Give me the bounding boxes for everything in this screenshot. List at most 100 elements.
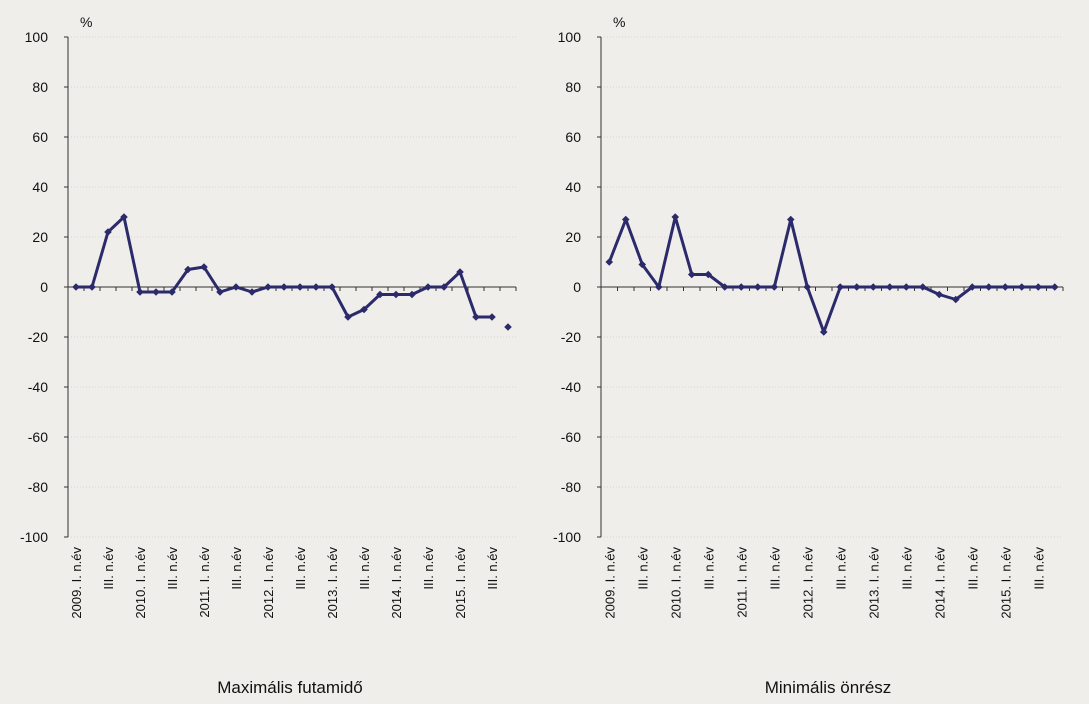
chart1-data-point — [328, 283, 336, 291]
chart2-x-tick-label: 2010. I. n.év — [668, 547, 683, 619]
chart2-y-tick-label: 100 — [558, 29, 582, 45]
chart2-x-tick-label: 2009. I. n.év — [602, 547, 617, 619]
chart2-x-tick-label: 2011. I. n.év — [734, 547, 749, 618]
chart1-x-tick-label: III. n.év — [485, 547, 500, 590]
chart2-data-point — [935, 290, 944, 299]
chart2-data-point — [1050, 283, 1059, 291]
chart2-data-point — [803, 283, 812, 291]
chart2-data-point — [753, 283, 762, 291]
chart2-y-tick-label: 40 — [565, 179, 581, 195]
chart1-x-tick-label: III. n.év — [357, 547, 372, 590]
chart1-data-point — [216, 288, 224, 296]
chart2-y-tick-label: -40 — [561, 379, 581, 395]
chart2-data-point — [951, 295, 960, 304]
chart2-data-point — [605, 258, 614, 266]
chart1-unit-label: % — [80, 14, 92, 30]
chart1-data-point — [392, 290, 400, 299]
chart1-data-point — [168, 288, 176, 296]
chart1-x-tick-label: 2011. I. n.év — [197, 547, 212, 618]
chart1-data-point — [488, 313, 496, 321]
chart1-x-tick-label: 2012. I. n.év — [261, 547, 276, 619]
chart1-x-tick-label: 2014. I. n.év — [389, 547, 404, 619]
chart1-x-tick-label: 2015. I. n.év — [453, 547, 468, 619]
chart1-data-point — [376, 290, 384, 299]
chart1-data-point — [200, 263, 208, 271]
chart1-data-point — [184, 265, 192, 274]
chart2-x-tick-label: III. n.év — [833, 547, 848, 590]
chart1-x-tick-label: III. n.év — [101, 547, 116, 590]
chart2-data-point — [885, 283, 894, 291]
chart2-y-tick-label: 0 — [573, 279, 581, 295]
chart1-x-tick-label: III. n.év — [421, 547, 436, 590]
chart2-y-tick-label: -60 — [561, 429, 581, 445]
chart2-data-point — [720, 283, 729, 291]
chart1-data-point — [152, 288, 160, 296]
chart1-x-tick-label: III. n.év — [165, 547, 180, 590]
chart2-data-point — [836, 283, 845, 291]
chart2-series-line — [607, 215, 1055, 334]
chart2-x-tick-label: III. n.év — [899, 547, 914, 590]
chart2-data-point — [638, 260, 647, 269]
chart1-title: Maximális futamidő — [217, 678, 363, 697]
chart1-y-tick-label: 0 — [40, 279, 48, 295]
chart1-data-point — [504, 323, 512, 331]
chart1-y-tick-label: 80 — [32, 79, 48, 95]
chart1-data-point — [408, 290, 416, 299]
chart2-data-point — [869, 283, 878, 291]
chart2-data-point — [737, 283, 746, 291]
chart2-data-point — [654, 283, 663, 291]
chart2-x-tick-label: 2012. I. n.év — [800, 547, 815, 619]
chart2-data-point — [687, 270, 696, 279]
chart2-title: Minimális önrész — [765, 678, 892, 697]
chart2-x-tick-label: III. n.év — [965, 547, 980, 590]
chart2-data-point — [1034, 283, 1043, 291]
chart1-x-tick-label: 2010. I. n.év — [133, 547, 148, 619]
chart1-data-point — [104, 228, 112, 236]
chart2-y-tick-label: -20 — [561, 329, 581, 345]
chart1-x-tick-label: III. n.év — [229, 547, 244, 590]
chart2-data-point — [671, 213, 680, 221]
chart2-x-tick-label: 2015. I. n.év — [998, 547, 1013, 619]
chart2-y-tick-label: -100 — [553, 529, 581, 545]
chart2-y-tick-label: -80 — [561, 479, 581, 495]
chart1-data-point — [264, 283, 272, 291]
chart1-y-tick-label: 20 — [32, 229, 48, 245]
chart2-data-point — [786, 215, 795, 224]
chart1-data-point — [232, 283, 240, 291]
chart2-data-point — [819, 328, 828, 336]
chart1-data-point — [136, 288, 144, 296]
chart2-x-tick-label: III. n.év — [635, 547, 650, 590]
chart2-unit-label: % — [613, 14, 625, 30]
chart2-data-point — [852, 283, 861, 291]
chart2-data-point — [621, 215, 630, 224]
chart2-data-point — [918, 283, 927, 291]
chart1-y-tick-label: -80 — [28, 479, 48, 495]
chart1-data-point — [120, 213, 128, 221]
chart1-data-point — [344, 313, 352, 321]
chart1-data-point — [360, 305, 368, 314]
chart2-x-tick-label: III. n.év — [701, 547, 716, 590]
chart2-x-tick-label: 2013. I. n.év — [866, 547, 881, 619]
chart1-data-point — [88, 283, 96, 291]
chart1-y-tick-label: -40 — [28, 379, 48, 395]
chart1-y-tick-label: -100 — [20, 529, 48, 545]
chart2-y-tick-label: 80 — [565, 79, 581, 95]
chart1-y-tick-label: -20 — [28, 329, 48, 345]
chart1-y-tick-label: 60 — [32, 129, 48, 145]
chart2-data-point — [704, 270, 713, 279]
chart1-data-point — [248, 288, 256, 296]
chart1-data-point — [312, 283, 320, 291]
chart2-x-tick-label: III. n.év — [767, 547, 782, 590]
chart1-y-tick-label: -60 — [28, 429, 48, 445]
chart1-y-tick-label: 40 — [32, 179, 48, 195]
chart2-data-point — [902, 283, 911, 291]
chart2-data-point — [984, 283, 993, 291]
chart2-data-point — [1001, 283, 1010, 291]
chart1-x-tick-label: 2009. I. n.év — [69, 547, 84, 619]
chart1-x-tick-label: III. n.év — [293, 547, 308, 590]
chart2-data-point — [770, 283, 779, 291]
chart1-y-tick-label: 100 — [25, 29, 49, 45]
chart1-data-point — [440, 283, 448, 291]
